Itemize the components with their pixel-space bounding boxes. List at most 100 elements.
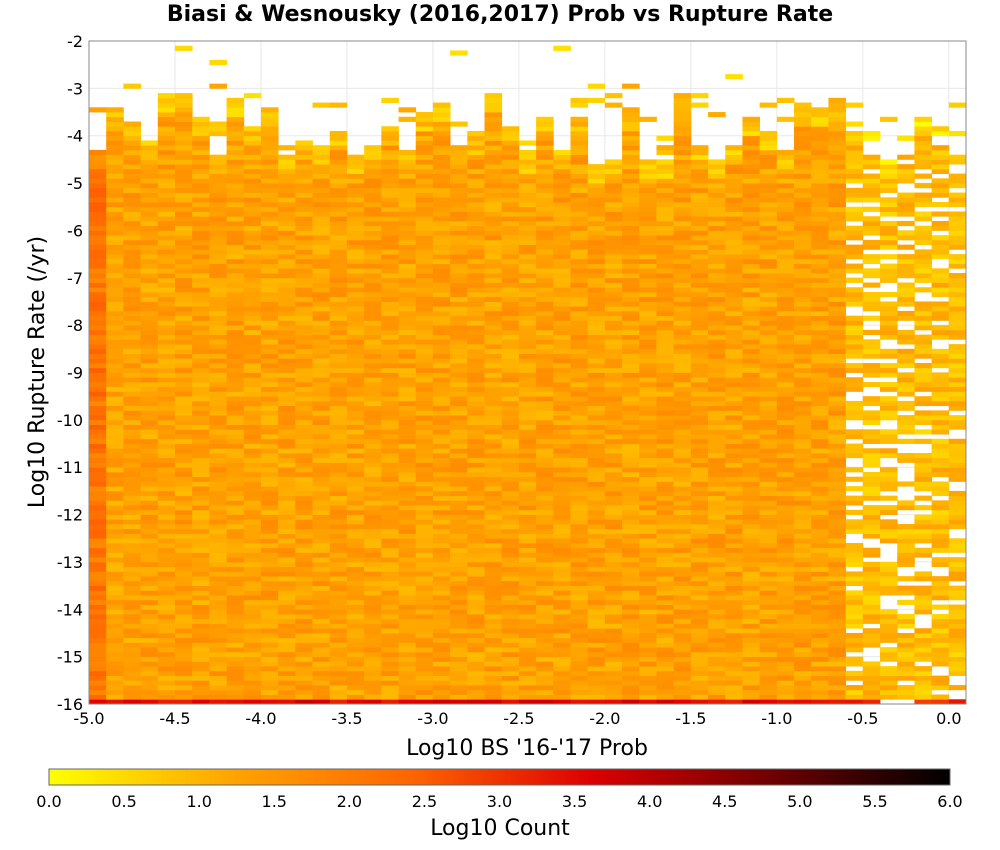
heatmap-cell (226, 576, 245, 582)
heatmap-cell (690, 614, 709, 620)
heatmap-cell (260, 159, 279, 165)
heatmap-cell (708, 249, 726, 255)
heatmap-cell (467, 187, 485, 193)
heatmap-cell (570, 301, 589, 307)
heatmap-cell (484, 481, 503, 487)
heatmap-cell (467, 381, 485, 388)
heatmap-cell (192, 462, 210, 468)
heatmap-cell (570, 576, 589, 582)
heatmap-cell (106, 381, 124, 388)
heatmap-cell (415, 542, 434, 549)
heatmap-cell (209, 130, 227, 137)
heatmap-cell (759, 353, 778, 359)
heatmap-cell (398, 168, 417, 174)
heatmap-cell (329, 580, 348, 587)
heatmap-cell (639, 168, 657, 174)
heatmap-cell (157, 187, 176, 193)
heatmap-cell (260, 258, 279, 264)
heatmap-cell (708, 159, 726, 165)
heatmap-cell (209, 566, 227, 572)
heatmap-cell (622, 670, 640, 676)
heatmap-cell (89, 320, 107, 326)
heatmap-cell (312, 206, 331, 212)
heatmap-cell (346, 561, 365, 568)
heatmap-cell (536, 386, 554, 392)
heatmap-cell (415, 514, 434, 520)
heatmap-cell (450, 471, 468, 478)
heatmap-cell (484, 325, 503, 331)
heatmap-cell (364, 149, 382, 156)
heatmap-cell (450, 202, 468, 208)
heatmap-cell (725, 183, 743, 189)
heatmap-cell (89, 159, 107, 165)
heatmap-cell (243, 258, 262, 264)
heatmap-cell (174, 490, 193, 497)
heatmap-cell (243, 514, 262, 520)
heatmap-cell (725, 391, 743, 397)
heatmap-cell (278, 651, 296, 658)
heatmap-cell (725, 230, 743, 236)
heatmap-cell (484, 614, 503, 620)
heatmap-cell (89, 339, 107, 345)
heatmap-cell (243, 220, 262, 227)
heatmap-cell (260, 344, 279, 350)
heatmap-cell (536, 173, 554, 179)
heatmap-cell (604, 178, 623, 184)
heatmap-cell (123, 296, 141, 302)
heatmap-cell (776, 424, 795, 430)
heatmap-cell (157, 268, 176, 274)
heatmap-cell (209, 386, 227, 392)
heatmap-cell (656, 509, 675, 515)
heatmap-cell (656, 453, 675, 459)
heatmap-cell (157, 154, 176, 160)
heatmap-cell (536, 220, 554, 227)
heatmap-cell (432, 566, 451, 572)
heatmap-cell (243, 353, 262, 359)
heatmap-cell (708, 699, 726, 705)
heatmap-cell (518, 410, 537, 416)
heatmap-cell (553, 367, 571, 373)
heatmap-cell (312, 614, 331, 620)
heatmap-cell (260, 197, 279, 203)
heatmap-cell (140, 206, 159, 212)
heatmap-cell (226, 145, 245, 151)
heatmap-cell (89, 434, 107, 440)
heatmap-cell (639, 197, 657, 203)
heatmap-cell (501, 618, 520, 624)
heatmap-cell (536, 490, 554, 497)
heatmap-cell (570, 254, 589, 260)
heatmap-cell (381, 206, 399, 212)
heatmap-cell (536, 689, 554, 695)
heatmap-cell (742, 576, 761, 582)
heatmap-cell (656, 429, 675, 435)
heatmap-cell (759, 699, 778, 705)
heatmap-cell (278, 481, 296, 487)
heatmap-cell (759, 457, 778, 463)
heatmap-cell (106, 121, 124, 127)
heatmap-cell (123, 424, 141, 430)
heatmap-cell (604, 509, 623, 515)
heatmap-cell (587, 386, 606, 392)
heatmap-cell (157, 291, 176, 298)
heatmap-cell (192, 306, 210, 312)
heatmap-cell (501, 680, 520, 686)
heatmap-cell (501, 258, 520, 264)
heatmap-cell (553, 443, 571, 449)
heatmap-cell (192, 448, 210, 454)
heatmap-cell (622, 656, 640, 662)
heatmap-cell (536, 632, 554, 639)
heatmap-cell (553, 391, 571, 397)
heatmap-cell (450, 434, 468, 440)
heatmap-cell (329, 495, 348, 501)
heatmap-cell (536, 647, 554, 653)
heatmap-cell (450, 339, 468, 345)
heatmap-cell (467, 377, 485, 383)
heatmap-cell (725, 159, 743, 165)
heatmap-cell (398, 211, 417, 217)
heatmap-cell (192, 670, 210, 676)
heatmap-cell (329, 202, 348, 208)
heatmap-cell (622, 642, 640, 648)
heatmap-cell (587, 670, 606, 676)
heatmap-cell (381, 244, 399, 250)
heatmap-cell (604, 410, 623, 416)
